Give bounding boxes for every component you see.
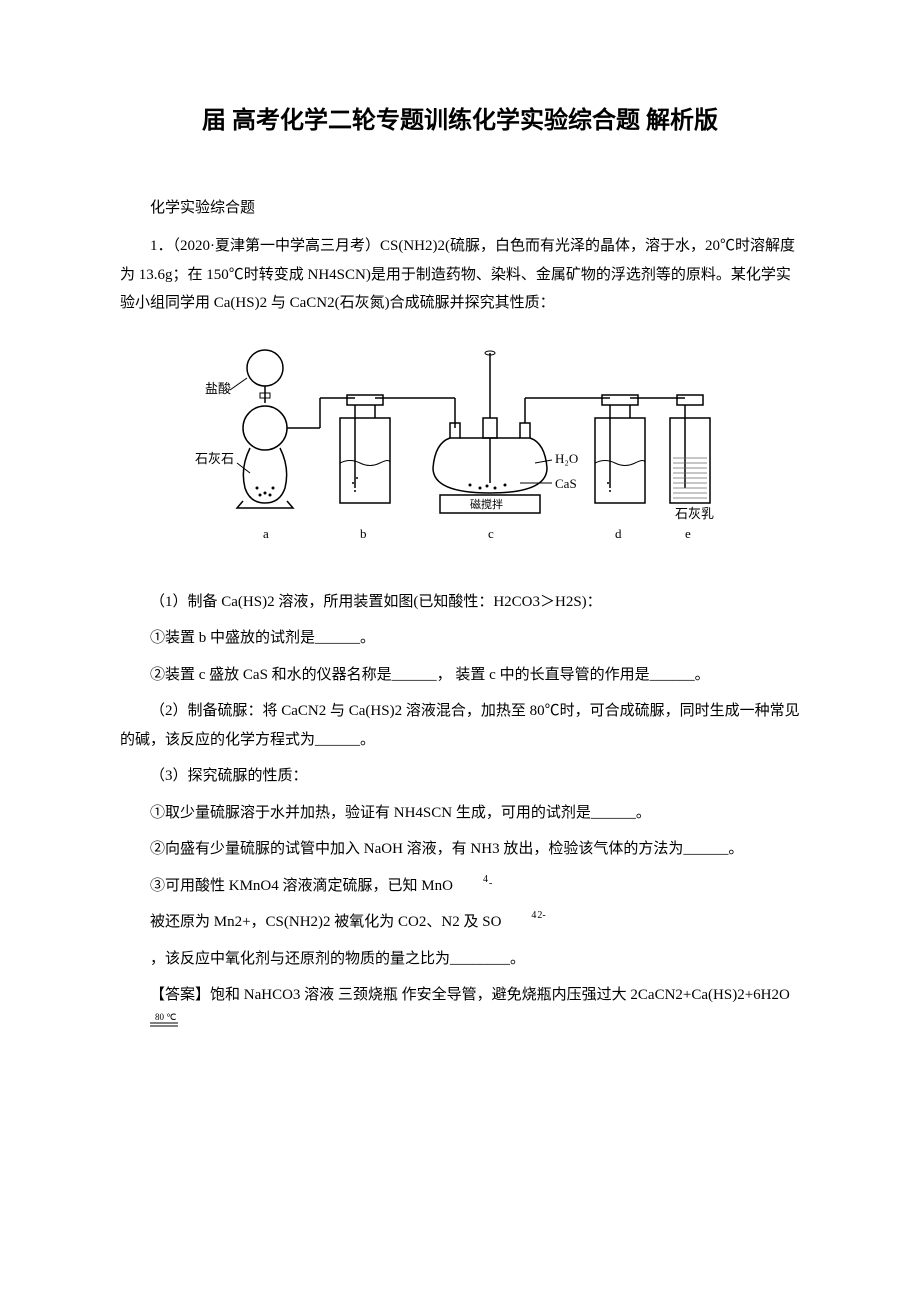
question-1-part-1-1: ①装置 b 中盛放的试剂是______。 — [120, 624, 800, 653]
question-1-part-3-1: ①取少量硫脲溶于水并加热，验证有 NH4SCN 生成，可用的试剂是______。 — [120, 799, 800, 828]
question-1-part-3-3c: ，该反应中氧化剂与还原剂的物质的量之比为________。 — [120, 945, 800, 974]
question-1-intro: 1．（2020·夏津第一中学高三月考）CS(NH2)2(硫脲，白色而有光泽的晶体… — [120, 232, 800, 318]
label-cijiaoban: 磁搅拌 — [470, 497, 503, 511]
apparatus-diagram: 盐酸 石灰石 a b — [120, 333, 800, 573]
label-b: b — [360, 526, 367, 541]
question-1-part-2: （2）制备硫脲：将 CaCN2 与 Ca(HS)2 溶液混合，加热至 80℃时，… — [120, 697, 800, 754]
label-e: e — [685, 526, 691, 541]
question-1-part-3-2: ②向盛有少量硫脲的试管中加入 NaOH 溶液，有 NH3 放出，检验该气体的方法… — [120, 835, 800, 864]
question-1-part-1: （1）制备 Ca(HS)2 溶液，所用装置如图(已知酸性：H2CO3＞H2S)： — [120, 588, 800, 617]
answer-block: 【答案】饱和 NaHCO3 溶液 三颈烧瓶 作安全导管，避免烧瓶内压强过大 2C… — [120, 981, 800, 1038]
apparatus-c: 磁搅拌 H₂O CaS c — [410, 351, 578, 541]
svg-text:80 ℃: 80 ℃ — [155, 1012, 176, 1022]
question-1-part-3-3a: ③可用酸性 KMnO4 溶液滴定硫脲，已知 MnO4- — [120, 872, 800, 901]
apparatus-e: 石灰乳 e — [665, 395, 714, 541]
apparatus-a: 盐酸 石灰石 a — [195, 350, 320, 541]
label-d: d — [615, 526, 622, 541]
apparatus-d: d — [575, 395, 665, 541]
section-label: 化学实验综合题 — [120, 195, 800, 222]
label-shihuishi: 石灰石 — [195, 451, 234, 466]
chemistry-apparatus-svg: 盐酸 石灰石 a b — [195, 333, 725, 573]
label-a: a — [263, 526, 269, 541]
document-title: 届 高考化学二轮专题训练化学实验综合题 解析版 — [120, 100, 800, 135]
label-c: c — [488, 526, 494, 541]
apparatus-b: b — [320, 395, 410, 541]
label-h2o: H₂O — [555, 451, 578, 466]
question-1-part-3: （3）探究硫脲的性质： — [120, 762, 800, 791]
label-yansuan: 盐酸 — [205, 381, 231, 396]
lime-fill — [673, 458, 707, 498]
label-shihuiru: 石灰乳 — [675, 506, 714, 521]
question-1-part-3-3b: 被还原为 Mn2+，CS(NH2)2 被氧化为 CO2、N2 及 SO42- — [120, 908, 800, 937]
label-cas: CaS — [555, 476, 577, 491]
question-1-part-1-2: ②装置 c 盛放 CaS 和水的仪器名称是______， 装置 c 中的长直导管… — [120, 661, 800, 690]
